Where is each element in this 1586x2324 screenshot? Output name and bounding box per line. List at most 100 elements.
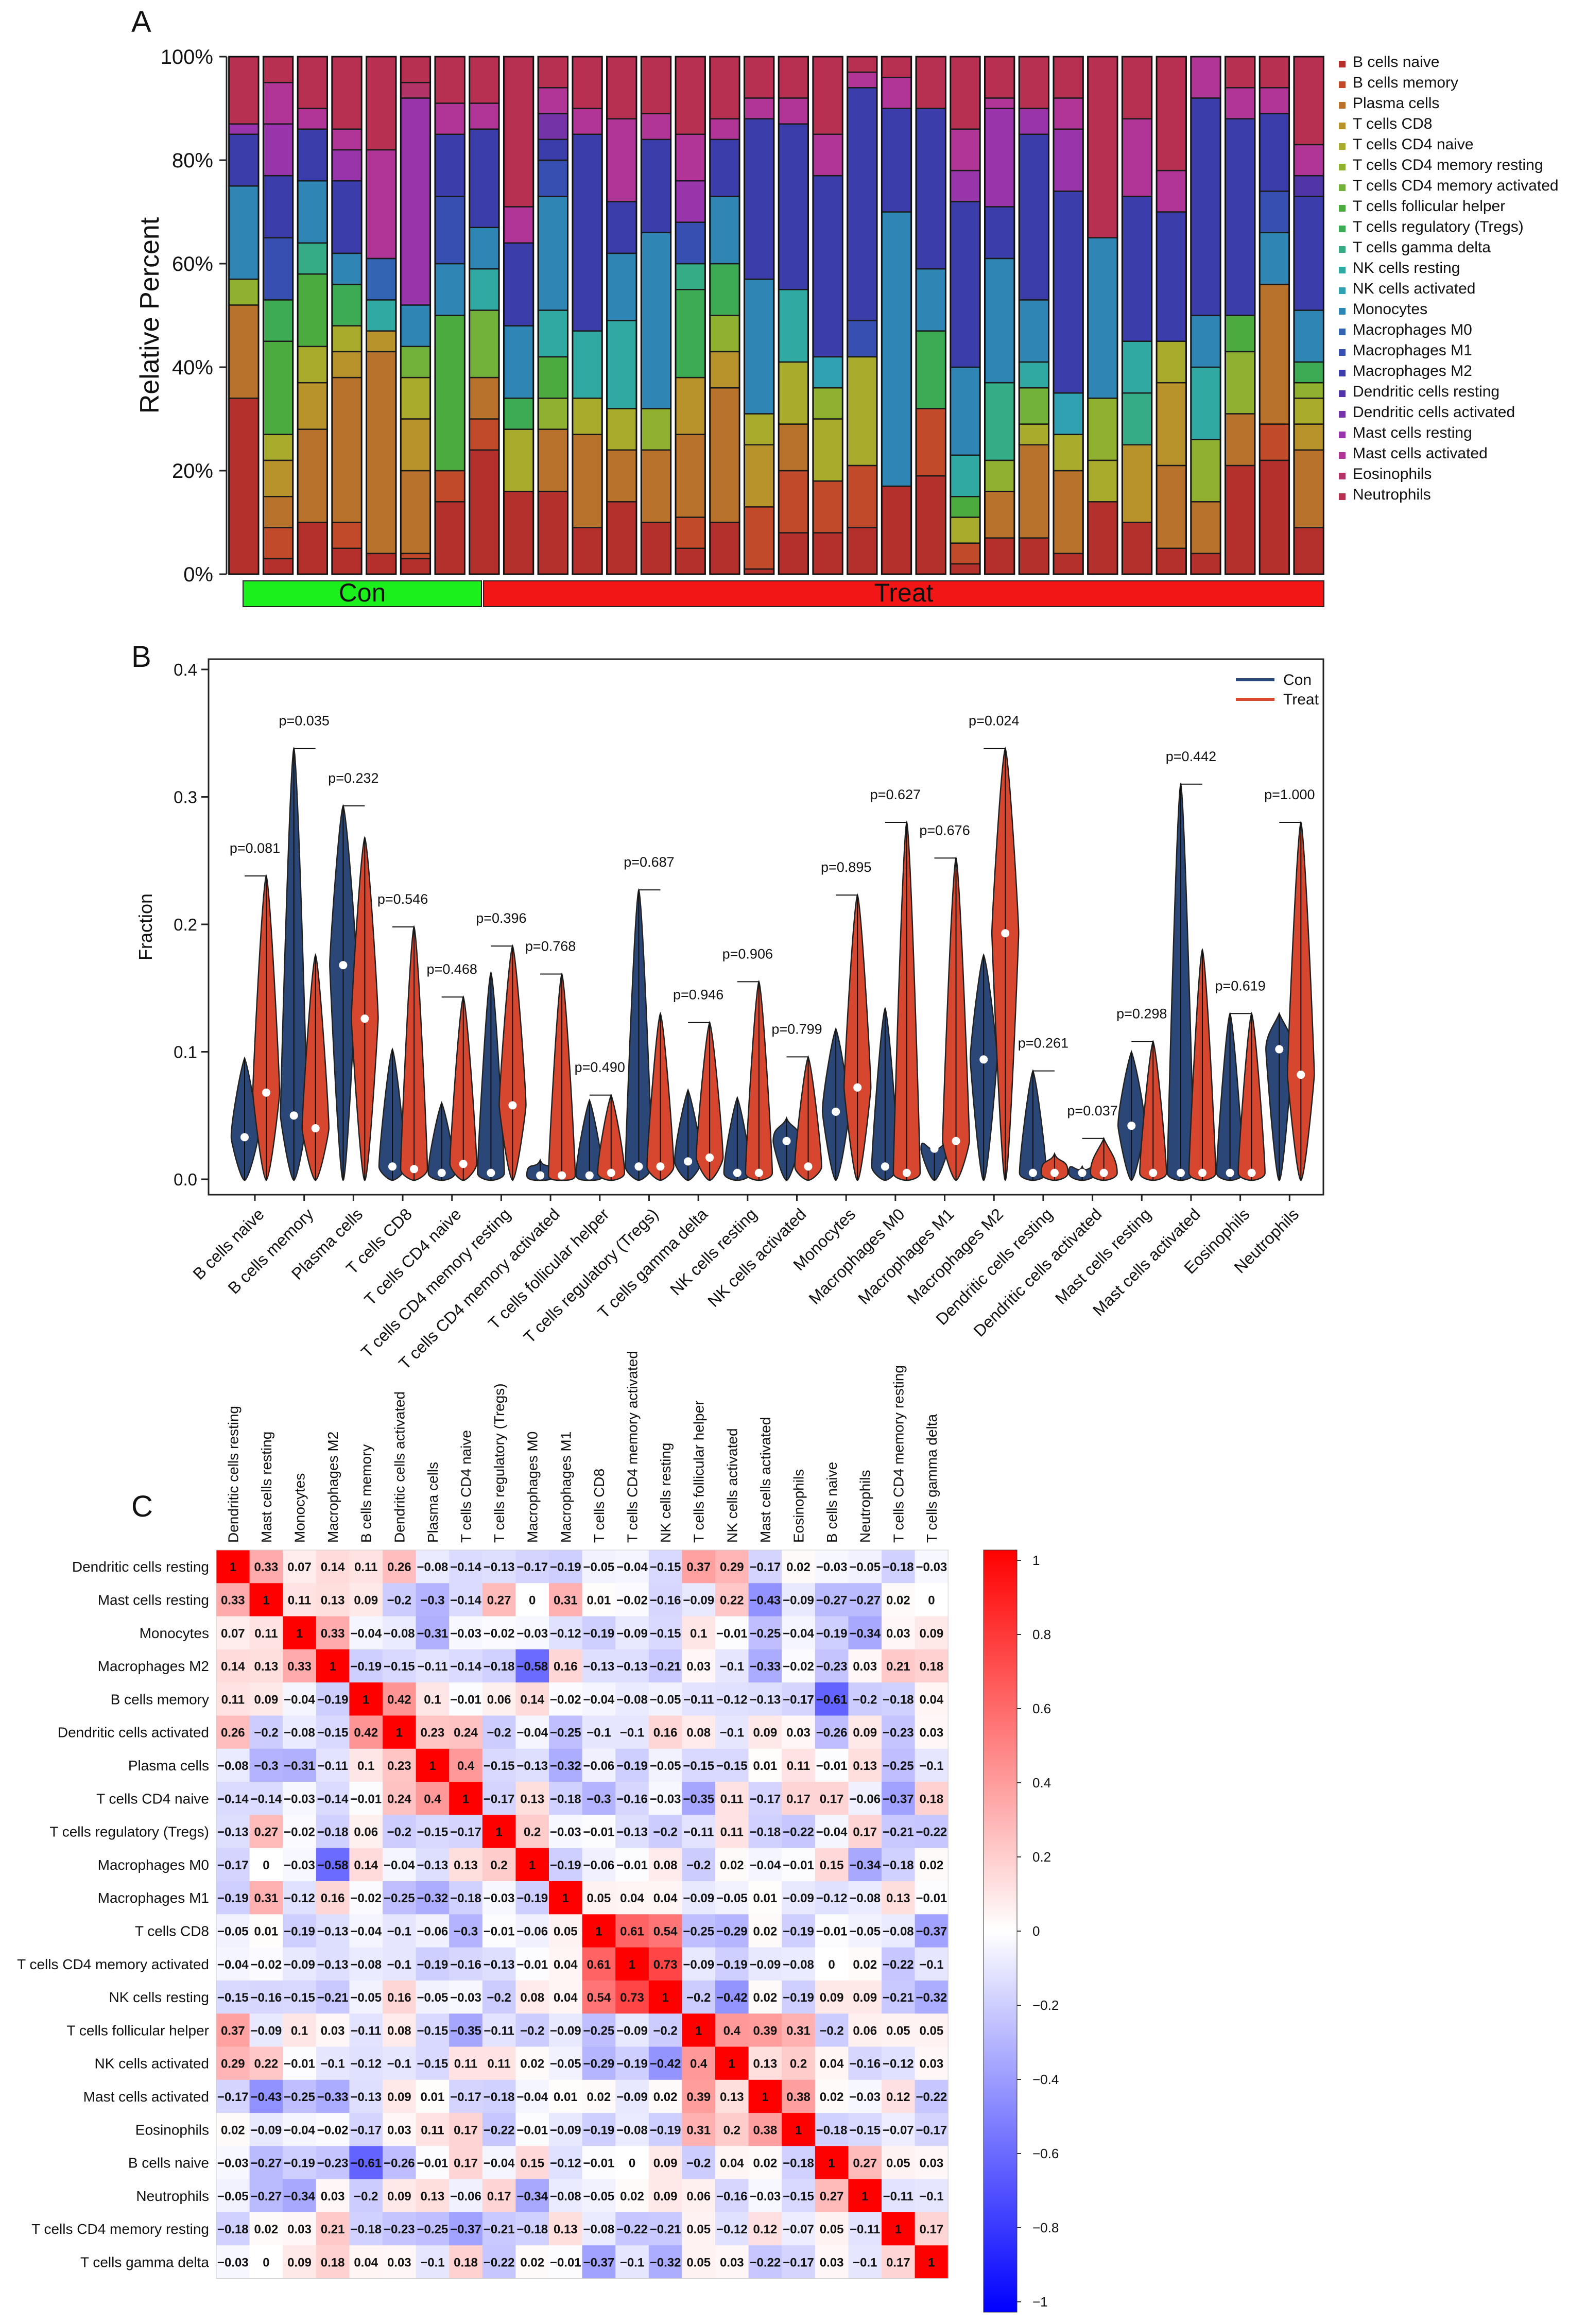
- heatmap-cell-value: −0.37: [583, 2256, 615, 2269]
- heatmap-cell-value: 0.05: [686, 2223, 711, 2236]
- violin-treat-median-dot: [656, 1162, 665, 1171]
- bar-segment: [1225, 56, 1256, 89]
- heatmap-cell-value: −0.02: [350, 1891, 382, 1905]
- column-label: Neutrophils: [857, 1470, 873, 1543]
- heatmap-cell: [549, 2179, 583, 2213]
- heatmap-cell: [216, 1815, 250, 1849]
- bar-segment: [297, 128, 328, 182]
- heatmap-cell: [848, 1715, 882, 1749]
- heatmap-cell: [648, 1980, 682, 2014]
- heatmap-cell-value: −0.33: [317, 2090, 349, 2104]
- bar-segment: [263, 340, 294, 435]
- heatmap-cell-value: 0.37: [686, 1560, 711, 1574]
- bar-segment: [434, 501, 466, 575]
- heatmap-cell: [449, 2013, 483, 2047]
- heatmap-cell-value: 0.17: [487, 2190, 511, 2204]
- heatmap-cell-value: −0.34: [516, 2190, 548, 2204]
- heatmap-cell: [915, 1715, 949, 1749]
- heatmap-cell: [815, 1583, 849, 1617]
- heatmap-cell: [449, 1782, 483, 1815]
- heatmap-cell-value: −0.21: [484, 2223, 515, 2236]
- panel-letter-c: C: [131, 1490, 153, 1523]
- heatmap-cell-value: 0.01: [753, 1891, 778, 1905]
- heatmap-cell: [515, 1980, 549, 2014]
- heatmap-cell: [416, 1782, 450, 1815]
- heatmap-cell-value: −0.3: [587, 1792, 611, 1806]
- heatmap-cell-value: −0.09: [750, 1958, 781, 1972]
- bar-segment: [469, 128, 500, 228]
- bar-segment: [1190, 56, 1221, 99]
- column-label: Eosinophils: [791, 1469, 807, 1543]
- heatmap-cell: [549, 1815, 583, 1849]
- heatmap-cell: [349, 1848, 383, 1882]
- bar-segment: [537, 196, 568, 311]
- legend-label: B cells naive: [1353, 54, 1439, 71]
- heatmap-cell: [782, 1848, 816, 1882]
- heatmap-cell: [682, 1881, 716, 1915]
- legend-label: B cells memory: [1353, 74, 1458, 91]
- heatmap-cell: [383, 1848, 417, 1882]
- column-label: T cells CD4 memory resting: [890, 1365, 906, 1543]
- heatmap-cell-value: −0.08: [284, 1726, 315, 1740]
- colorbar-tick-label: −0.4: [1032, 2072, 1059, 2087]
- heatmap-cell-value: 0.05: [686, 2256, 711, 2269]
- heatmap-cell-value: −0.25: [284, 2090, 315, 2104]
- violin-treat-median-dot: [360, 1014, 369, 1023]
- bar-segment: [400, 82, 431, 99]
- heatmap-cell: [915, 1782, 949, 1815]
- heatmap-cell-value: 1: [296, 1627, 303, 1641]
- bar-segment: [709, 56, 740, 119]
- heatmap-cell: [383, 2113, 417, 2146]
- heatmap-cell-value: −0.29: [716, 1924, 748, 1938]
- legend-label: Monocytes: [1353, 301, 1427, 318]
- bar-segment: [537, 139, 568, 161]
- heatmap-cell: [383, 2212, 417, 2246]
- heatmap-cell-value: −0.22: [750, 2256, 781, 2269]
- heatmap-cell-value: 0.29: [720, 1560, 744, 1574]
- bar-segment: [537, 113, 568, 141]
- violin-con-median-dot: [1127, 1122, 1136, 1130]
- legend-swatch: [1339, 123, 1346, 129]
- heatmap-cell-value: −0.22: [916, 1826, 947, 1839]
- bar-segment: [1018, 387, 1049, 425]
- y-tick-label: 0.0: [174, 1170, 197, 1189]
- heatmap-cell: [748, 1616, 782, 1650]
- bar-segment: [606, 320, 637, 409]
- heatmap-cell: [349, 1649, 383, 1683]
- heatmap-cell: [915, 1848, 949, 1882]
- heatmap-cell-value: −0.04: [284, 1693, 315, 1707]
- heatmap-cell-value: −0.14: [450, 1660, 481, 1674]
- bar-outline: [640, 56, 672, 575]
- heatmap-cell-value: −0.34: [849, 1858, 881, 1872]
- heatmap-cell: [515, 2113, 549, 2146]
- p-value-label: p=0.024: [969, 713, 1019, 728]
- heatmap-cell-value: −0.32: [916, 1991, 947, 2005]
- bar-segment: [434, 470, 466, 503]
- group-label-con: Con: [339, 578, 386, 607]
- heatmap-cell-value: 0.03: [920, 2157, 944, 2171]
- heatmap-cell-value: −0.03: [849, 2090, 881, 2104]
- heatmap-cell: [316, 1815, 350, 1849]
- heatmap-cell: [449, 1881, 483, 1915]
- bar-segment: [297, 522, 328, 575]
- bar-segment: [434, 133, 466, 197]
- heatmap-cell: [848, 2013, 882, 2047]
- heatmap-cell: [549, 1748, 583, 1782]
- heatmap-cell: [815, 1815, 849, 1849]
- y-tick-label: 0.3: [174, 788, 197, 807]
- bar-segment: [1259, 56, 1290, 89]
- bar-segment: [400, 558, 431, 575]
- legend-label: NK cells activated: [1353, 280, 1475, 297]
- heatmap-cell: [615, 2046, 649, 2080]
- bar-segment: [503, 490, 535, 575]
- bar-segment: [331, 149, 363, 182]
- heatmap-cell-value: −0.03: [450, 1991, 481, 2005]
- y-tick-label: 20%: [172, 460, 213, 483]
- heatmap-cell-value: 0.17: [886, 2256, 910, 2269]
- bar-segment: [812, 133, 843, 177]
- heatmap-cell-value: 0.18: [454, 2256, 478, 2269]
- bar-segment: [1225, 413, 1256, 467]
- heatmap-cell-value: 0.18: [321, 2256, 345, 2269]
- bar-segment: [847, 527, 878, 575]
- heatmap-cell: [782, 2046, 816, 2080]
